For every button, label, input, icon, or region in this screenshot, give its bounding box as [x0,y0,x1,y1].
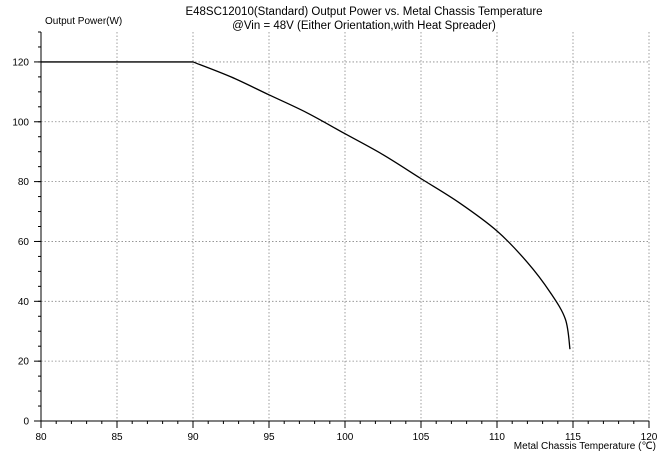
x-tick-label: 85 [111,432,123,443]
x-tick-label: 90 [187,432,199,443]
y-axis-label: Output Power(W) [45,16,122,27]
y-tick-label: 80 [18,177,30,188]
y-tick-label: 60 [18,237,30,248]
x-tick-label: 110 [489,432,505,443]
x-tick-label: 120 [641,432,658,443]
x-tick-label: 105 [413,432,430,443]
y-tick-label: 120 [12,57,29,68]
series-layer [41,61,571,350]
x-axis-label: Metal Chassis Temperature (℃) [514,441,656,452]
x-tick-label: 95 [263,432,275,443]
y-tick-label: 20 [18,357,30,368]
axis-ticks: 80 85 90 95 100 105 110 115 120 0 20 40 60 80 100 120 [12,31,658,443]
x-tick-label: 80 [35,432,47,443]
chart-subtitle: @Vin = 48V (Either Orientation,with Heat… [232,20,496,32]
y-tick-label: 40 [18,297,30,308]
axes [40,32,649,422]
grid [41,32,650,421]
series-line [41,61,571,350]
y-tick-label: 100 [12,117,29,128]
x-tick-label: 100 [337,432,354,443]
x-tick-label: 115 [565,432,581,443]
y-tick-label: 0 [23,417,29,428]
chart-title: E48SC12010(Standard) Output Power vs. Me… [185,6,542,18]
